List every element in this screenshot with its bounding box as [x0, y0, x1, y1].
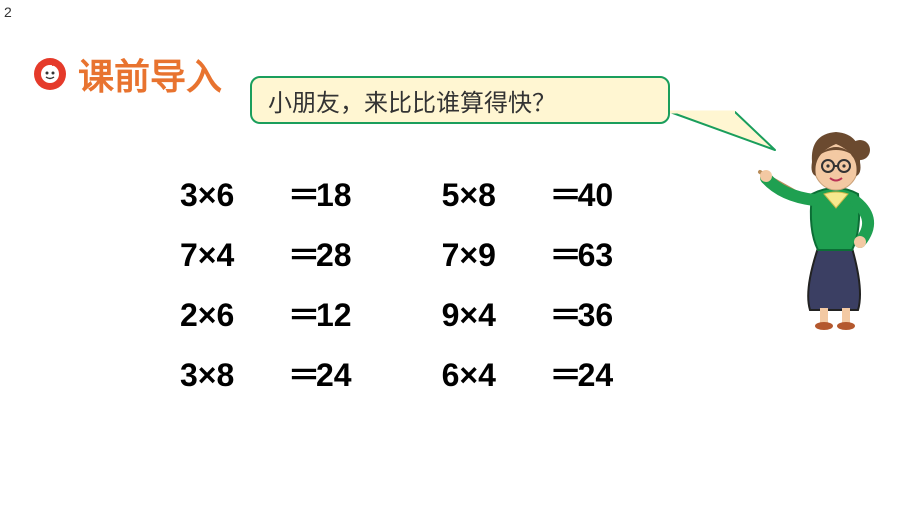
equations-col-left: 3×6＝18 7×4＝28 2×6＝12 3×8＝24 [180, 170, 352, 396]
page-number: 2 [4, 4, 12, 20]
equation: 3×8＝24 [180, 350, 352, 396]
equation: 6×4＝24 [442, 350, 614, 396]
eq-lhs: 5×8 [442, 177, 550, 214]
speech-bubble: 小朋友，来比比谁算得快？ [250, 76, 670, 124]
equation: 2×6＝12 [180, 290, 352, 336]
eq-rhs: 63 [578, 237, 614, 274]
eq-rhs: 24 [316, 357, 352, 394]
eq-lhs: 7×4 [180, 237, 288, 274]
eq-sign: ＝ [550, 170, 578, 216]
equations-grid: 3×6＝18 7×4＝28 2×6＝12 3×8＝24 5×8＝40 7×9＝6… [180, 170, 613, 396]
equation: 3×6＝18 [180, 170, 352, 216]
eq-sign: ＝ [288, 350, 316, 396]
eq-rhs: 40 [578, 177, 614, 214]
header: 课前导入 [30, 48, 222, 100]
equation: 9×4＝36 [442, 290, 614, 336]
page-title: 课前导入 [78, 48, 222, 100]
equations-col-right: 5×8＝40 7×9＝63 9×4＝36 6×4＝24 [442, 170, 614, 396]
eq-lhs: 2×6 [180, 297, 288, 334]
eq-rhs: 12 [316, 297, 352, 334]
eq-sign: ＝ [550, 350, 578, 396]
equation: 5×8＝40 [442, 170, 614, 216]
eq-lhs: 3×8 [180, 357, 288, 394]
eq-sign: ＝ [550, 230, 578, 276]
eq-rhs: 18 [316, 177, 352, 214]
eq-lhs: 6×4 [442, 357, 550, 394]
eq-rhs: 36 [578, 297, 614, 334]
equation: 7×4＝28 [180, 230, 352, 276]
equation: 7×9＝63 [442, 230, 614, 276]
eq-sign: ＝ [550, 290, 578, 336]
eq-sign: ＝ [288, 230, 316, 276]
eq-lhs: 9×4 [442, 297, 550, 334]
eq-lhs: 7×9 [442, 237, 550, 274]
eq-sign: ＝ [288, 170, 316, 216]
eq-lhs: 3×6 [180, 177, 288, 214]
eq-rhs: 28 [316, 237, 352, 274]
bullet-icon [30, 54, 70, 94]
eq-sign: ＝ [288, 290, 316, 336]
eq-rhs: 24 [578, 357, 614, 394]
speech-text: 小朋友，来比比谁算得快？ [268, 83, 556, 118]
teacher-illustration [752, 110, 892, 330]
